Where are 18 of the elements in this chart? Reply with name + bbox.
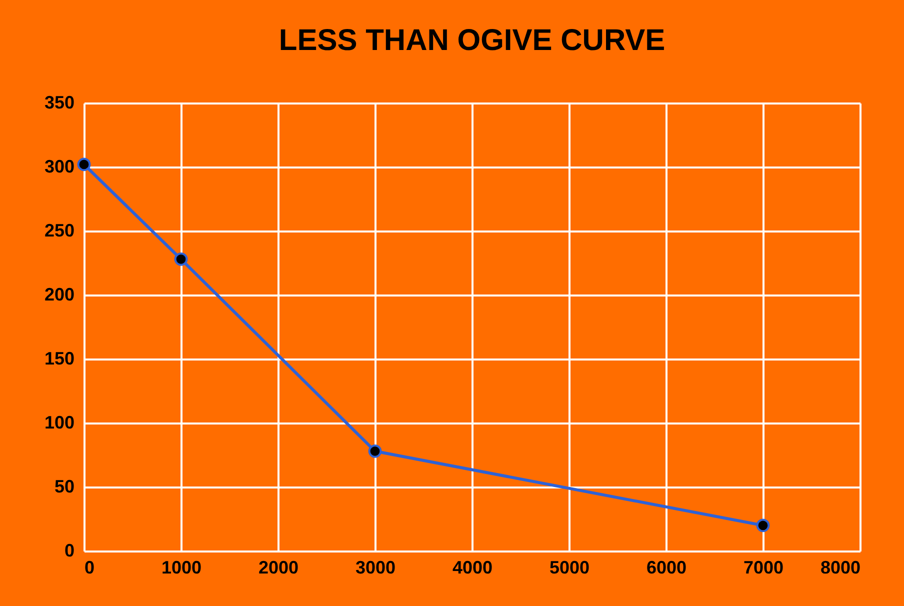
y-tick-label: 350 [44, 92, 74, 112]
y-tick-label: 250 [44, 220, 74, 240]
x-tick-label: 2000 [258, 558, 299, 578]
x-tick-label: 4000 [452, 558, 493, 578]
x-tick-label: 3000 [355, 558, 396, 578]
y-tick-label: 100 [44, 412, 74, 432]
x-tick-label: 8000 [820, 558, 860, 578]
y-tick-label: 50 [54, 476, 74, 496]
y-tick-label: 0 [64, 540, 74, 560]
chart-title: LESS THAN OGIVE CURVE [278, 24, 666, 57]
x-tick-label: 1000 [161, 558, 202, 578]
x-tick-label: 0 [84, 558, 95, 578]
x-tick-label: 5000 [549, 558, 590, 578]
y-tick-label: 200 [44, 284, 74, 304]
y-tick-label: 150 [44, 348, 74, 368]
y-tick-label: 300 [44, 156, 74, 176]
x-tick-label: 7000 [743, 558, 784, 578]
x-tick-label: 6000 [646, 558, 687, 578]
